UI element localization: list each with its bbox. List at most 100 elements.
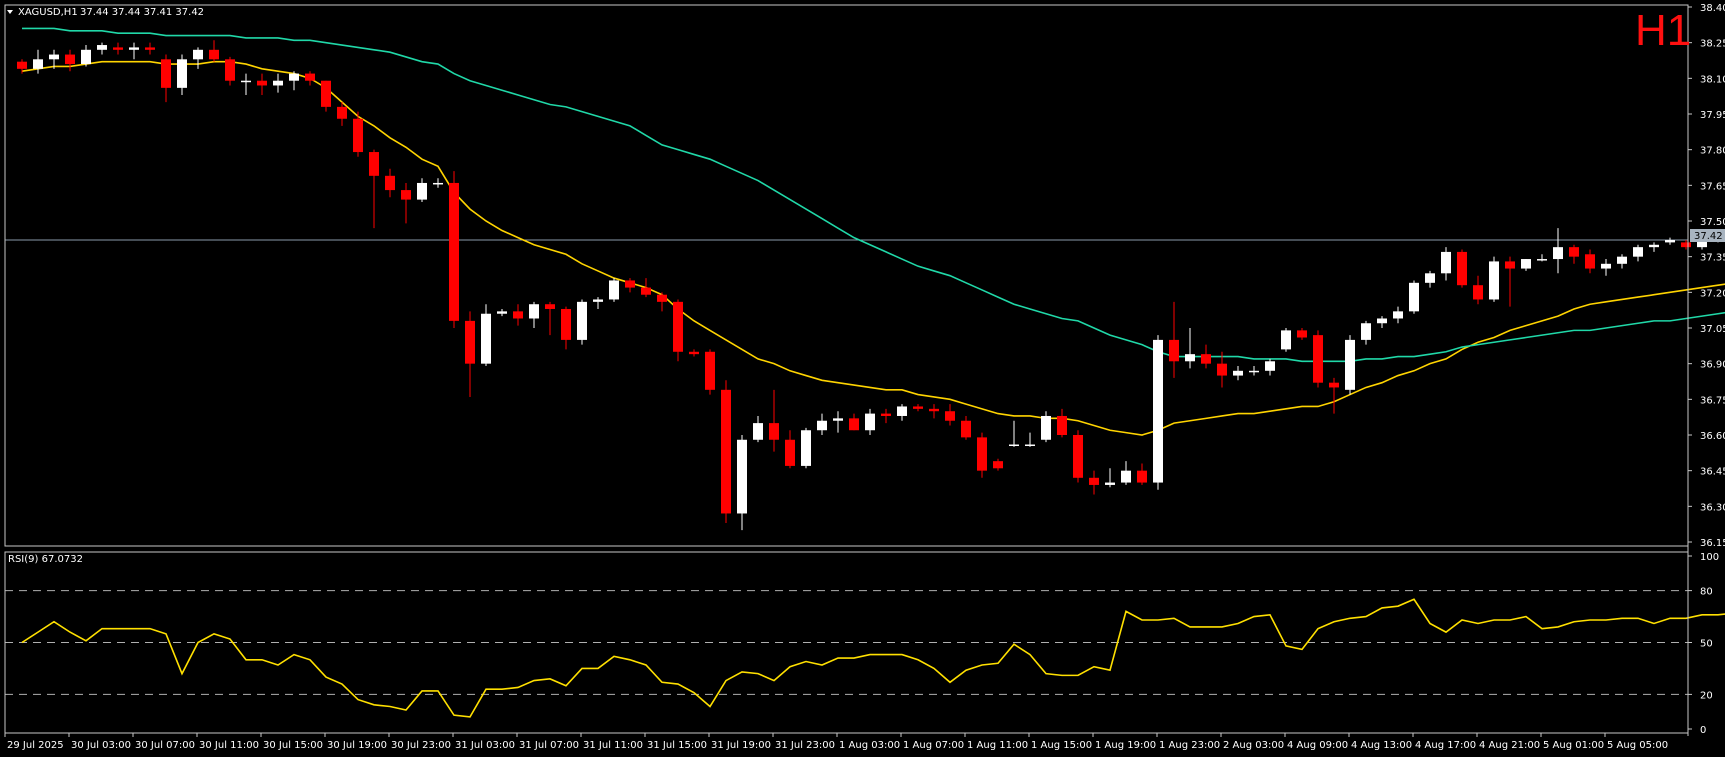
candle-body	[1585, 254, 1595, 269]
candle-body	[177, 59, 187, 88]
ma-slow-line	[22, 27, 1725, 363]
candle-body	[785, 439, 795, 466]
current-price-label: 37.42	[1694, 231, 1723, 242]
candle-body	[977, 437, 987, 471]
rsi-tick-label: 20	[1700, 690, 1713, 701]
candle-body	[1473, 285, 1483, 300]
current-price-tag	[1690, 229, 1725, 242]
price-tick-label: 38.10	[1700, 74, 1725, 85]
candle-body	[1665, 240, 1675, 243]
candle-body	[17, 61, 27, 69]
candle-body	[1409, 282, 1419, 312]
candle-body	[1217, 363, 1227, 376]
time-tick-label: 1 Aug 03:00	[839, 740, 900, 751]
candle-body	[1553, 247, 1563, 260]
candle-body	[1345, 339, 1355, 390]
symbol-dropdown-icon[interactable]	[7, 10, 13, 14]
candle-body	[49, 54, 59, 60]
price-tick-label: 37.35	[1700, 253, 1725, 264]
time-tick-label: 4 Aug 17:00	[1415, 740, 1476, 751]
candle-body	[1441, 251, 1451, 274]
candle-body	[81, 49, 91, 65]
candle-body	[1649, 244, 1659, 248]
candle-body	[97, 45, 107, 50]
candle-body	[65, 54, 75, 65]
candle-body	[609, 280, 619, 300]
candle-body	[769, 423, 779, 440]
time-tick-label: 1 Aug 07:00	[903, 740, 964, 751]
candle-body	[449, 182, 459, 321]
candle-body	[561, 308, 571, 340]
time-tick-label: 30 Jul 19:00	[327, 740, 387, 751]
candle-body	[1185, 354, 1195, 362]
price-tick-label: 38.25	[1700, 39, 1725, 50]
candle-body	[673, 301, 683, 352]
candle-body	[1377, 318, 1387, 324]
candle-body	[433, 182, 443, 185]
time-tick-label: 30 Jul 07:00	[135, 740, 195, 751]
candle-body	[577, 301, 587, 340]
candle-body	[145, 47, 155, 50]
candle-body	[481, 313, 491, 364]
candle-body	[289, 73, 299, 81]
candle-body	[945, 411, 955, 421]
candle-body	[225, 59, 235, 81]
candles	[17, 40, 1723, 531]
time-tick-label: 29 Jul 2025	[7, 740, 64, 751]
candle-body	[705, 351, 715, 390]
candle-body	[1009, 444, 1019, 447]
time-tick-label: 30 Jul 11:00	[199, 740, 259, 751]
rsi-tick-label: 50	[1700, 639, 1713, 650]
time-tick-label: 31 Jul 07:00	[519, 740, 579, 751]
candle-body	[737, 439, 747, 514]
candle-body	[1153, 339, 1163, 483]
candle-body	[1457, 251, 1467, 286]
rsi-tick-label: 0	[1700, 725, 1706, 736]
candle-body	[1105, 482, 1115, 485]
price-tick-label: 37.80	[1700, 146, 1725, 157]
price-tick-label: 36.45	[1700, 467, 1725, 478]
time-tick-label: 5 Aug 01:00	[1543, 740, 1604, 751]
candle-body	[801, 430, 811, 466]
time-tick-label: 31 Jul 15:00	[647, 740, 707, 751]
rsi-panel	[5, 590, 1725, 718]
candle-body	[913, 406, 923, 409]
candle-body	[1281, 330, 1291, 350]
symbol-timeframe: XAGUSD,H1	[18, 7, 78, 18]
candle-body	[689, 351, 699, 355]
time-tick-label: 1 Aug 11:00	[967, 740, 1028, 751]
candle-body	[497, 311, 507, 314]
timeframe-label: H1	[1635, 6, 1691, 55]
candle-body	[417, 182, 427, 200]
axes: 38.40 38.25 38.10 37.95 37.80 37.65 37.50 37.35…	[4, 3, 1725, 751]
candle-body	[641, 287, 651, 295]
time-tick-label: 31 Jul 11:00	[583, 740, 643, 751]
rsi-tick-label: 80	[1700, 587, 1713, 598]
price-tick-label: 37.65	[1700, 181, 1725, 192]
candle-body	[721, 389, 731, 514]
price-tick-label: 37.05	[1700, 324, 1725, 335]
price-tick-label: 36.15	[1700, 538, 1725, 549]
candle-body	[753, 423, 763, 440]
candle-body	[193, 49, 203, 60]
candle-body	[33, 59, 43, 69]
candle-body	[513, 311, 523, 319]
candle-body	[657, 294, 667, 302]
candle-body	[337, 106, 347, 119]
candle-body	[1569, 247, 1579, 257]
time-tick-label: 5 Aug 05:00	[1607, 740, 1668, 751]
candle-body	[817, 420, 827, 431]
candle-body	[1025, 444, 1035, 447]
candle-body	[1201, 354, 1211, 364]
candle-body	[129, 47, 139, 50]
rsi-tick-label: 100	[1700, 552, 1719, 563]
candle-body	[849, 418, 859, 431]
candle-body	[161, 59, 171, 88]
candle-body	[305, 73, 315, 81]
candle-body	[385, 175, 395, 191]
candle-body	[1537, 259, 1547, 261]
candle-body	[1633, 247, 1643, 257]
candle-body	[1697, 240, 1707, 248]
candle-body	[1313, 335, 1323, 383]
